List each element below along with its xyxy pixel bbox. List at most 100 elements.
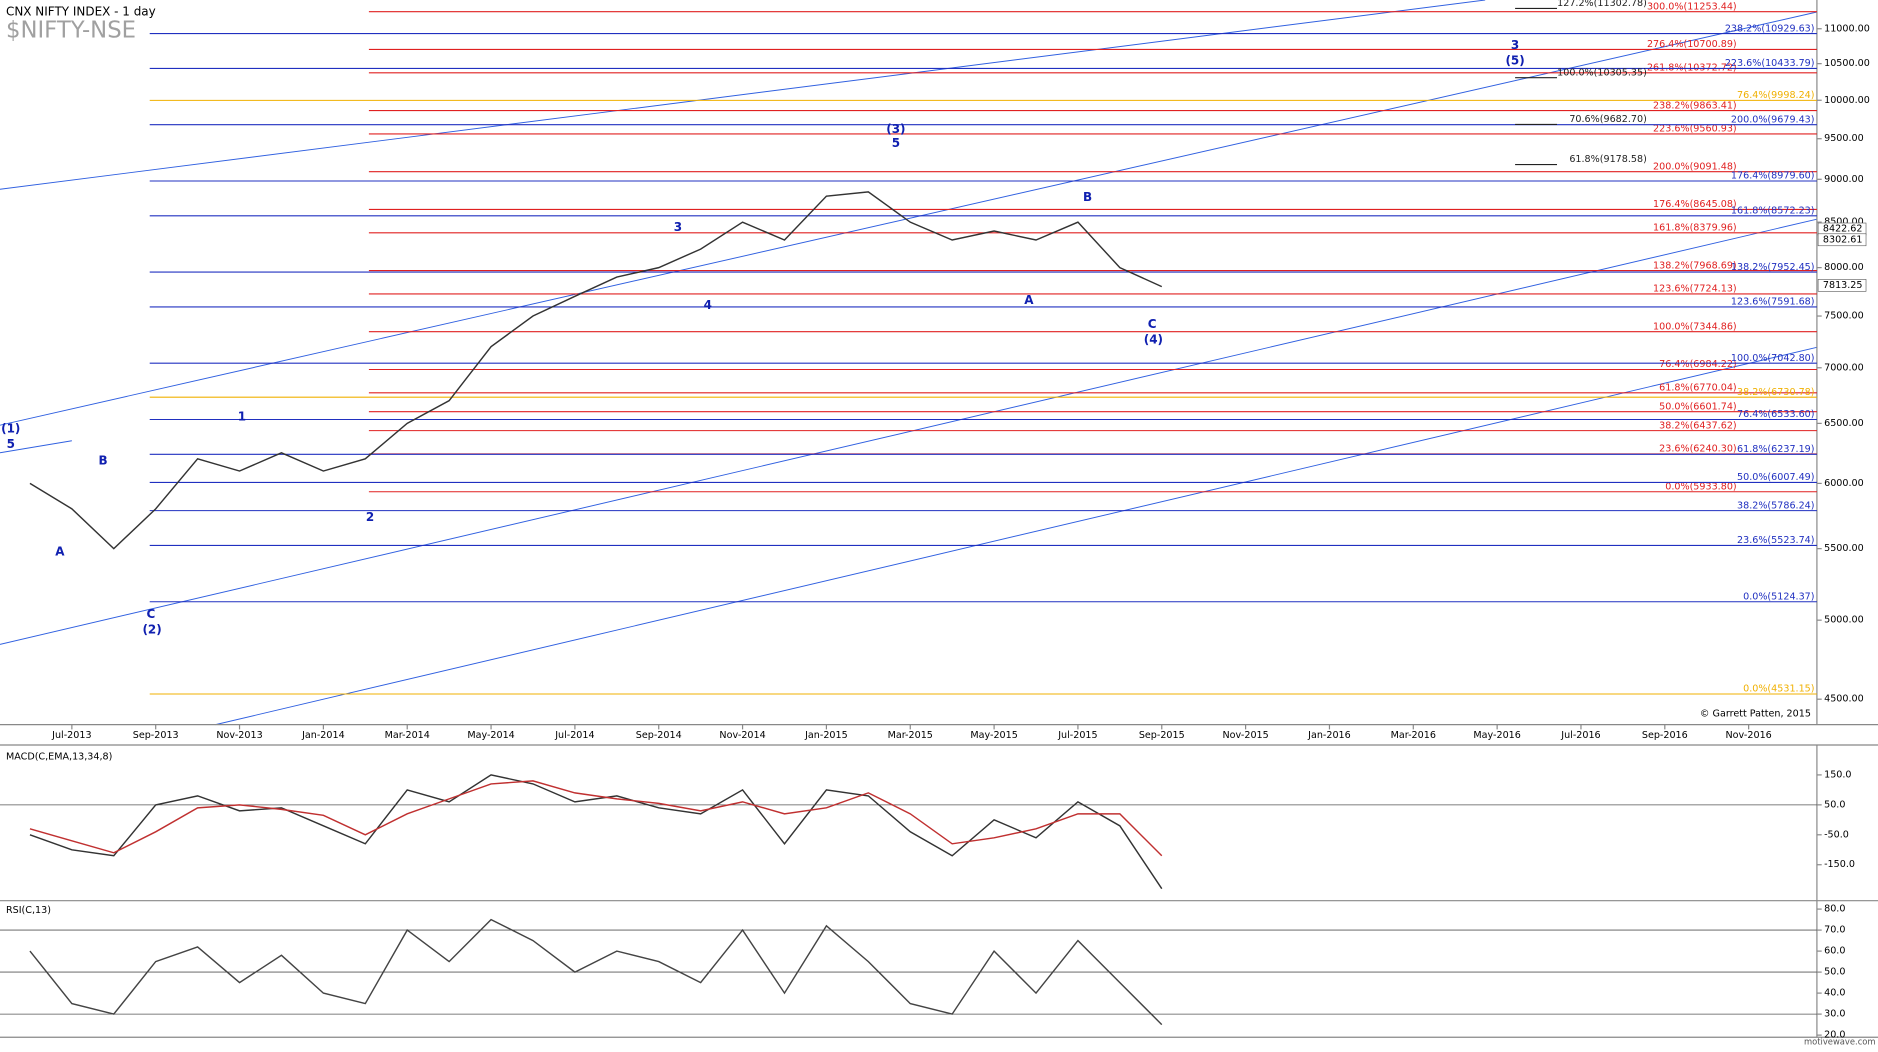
- x-tick-label: Nov-2015: [1222, 730, 1268, 741]
- y-tick-label: 10000.00: [1824, 95, 1870, 106]
- x-tick-label: Nov-2013: [216, 730, 262, 741]
- y-tick-label: 50.0: [1824, 967, 1845, 978]
- rsi-title: RSI(C,13): [6, 905, 51, 916]
- chart-subtitle: $NIFTY-NSE: [6, 18, 136, 44]
- level-label: 100.0%(10305.35): [1557, 67, 1647, 78]
- wave-label: B: [98, 454, 107, 468]
- level-label: 238.2%(9863.41): [1653, 100, 1737, 111]
- wave-label: 4: [704, 298, 712, 312]
- wave-label: A: [1024, 293, 1034, 307]
- x-tick-label: Nov-2016: [1726, 730, 1772, 741]
- level-label: 38.2%(6730.78): [1737, 387, 1815, 398]
- level-label: 176.4%(8645.08): [1653, 199, 1737, 210]
- x-tick-label: Jul-2015: [1057, 730, 1097, 741]
- wave-label: 1: [238, 409, 246, 423]
- x-tick-label: May-2016: [1473, 730, 1520, 741]
- wave-label: 3: [674, 220, 682, 234]
- y-tick-label: 6500.00: [1824, 418, 1864, 429]
- y-tick-label: 6000.00: [1824, 478, 1864, 489]
- x-tick-label: Jul-2014: [554, 730, 594, 741]
- level-label: 300.0%(11253.44): [1647, 1, 1737, 12]
- wave-label: A: [55, 545, 65, 559]
- x-tick-label: Mar-2016: [1391, 730, 1436, 741]
- wave-label: (2): [142, 622, 161, 636]
- level-label: 138.2%(7968.69): [1653, 260, 1737, 271]
- y-tick-label: -150.0: [1824, 859, 1855, 870]
- x-tick-label: Jan-2014: [301, 730, 345, 741]
- price-tag: [1817, 233, 1867, 247]
- level-label: 176.4%(8979.60): [1731, 171, 1815, 182]
- level-label: 0.0%(5933.80): [1665, 481, 1736, 492]
- wave-label: 2: [366, 510, 374, 524]
- y-tick-label: 30.0: [1824, 1009, 1845, 1020]
- level-label: 100.0%(7042.80): [1731, 353, 1815, 364]
- y-tick-label: -50.0: [1824, 829, 1849, 840]
- x-tick-label: May-2014: [467, 730, 514, 741]
- level-label: 76.4%(6533.60): [1737, 409, 1815, 420]
- x-tick-label: Sep-2015: [1139, 730, 1185, 741]
- y-tick-label: 7000.00: [1824, 362, 1864, 373]
- level-label: 123.6%(7724.13): [1653, 284, 1737, 295]
- level-label: 100.0%(7344.86): [1653, 321, 1737, 332]
- x-tick-label: May-2015: [970, 730, 1017, 741]
- x-tick-label: Sep-2013: [133, 730, 179, 741]
- y-tick-label: 60.0: [1824, 946, 1845, 957]
- wave-label: 3: [1511, 38, 1519, 52]
- level-label: 70.6%(9682.70): [1569, 114, 1647, 125]
- level-label: 50.0%(6601.74): [1659, 401, 1737, 412]
- level-label: 38.2%(6437.62): [1659, 420, 1737, 431]
- series-line: [29, 918, 1163, 1026]
- y-tick-label: 50.0: [1824, 799, 1845, 810]
- wave-label: (1): [1, 421, 20, 435]
- level-label: 138.2%(7952.45): [1731, 262, 1815, 273]
- y-tick-label: 20.0: [1824, 1030, 1845, 1041]
- credit: © Garrett Patten, 2015: [1700, 708, 1811, 719]
- level-label: 223.6%(9560.93): [1653, 124, 1737, 135]
- y-tick-label: 8500.00: [1824, 217, 1864, 228]
- level-label: 0.0%(5124.37): [1743, 591, 1814, 602]
- x-tick-label: Jul-2016: [1560, 730, 1600, 741]
- price-label: 8302.61: [1823, 234, 1863, 245]
- wave-label: B: [1083, 190, 1092, 204]
- y-tick-label: 5500.00: [1824, 543, 1864, 554]
- y-tick-label: 10500.00: [1824, 58, 1870, 69]
- y-tick-label: 150.0: [1824, 769, 1851, 780]
- level-label: 76.4%(6984.22): [1659, 359, 1737, 370]
- y-tick-label: 70.0: [1824, 925, 1845, 936]
- level-label: 276.4%(10700.89): [1647, 39, 1737, 50]
- x-tick-label: Sep-2014: [636, 730, 682, 741]
- trend-channels: [0, 0, 1818, 726]
- y-tick-label: 5000.00: [1824, 615, 1864, 626]
- chart-title: CNX NIFTY INDEX - 1 day: [6, 4, 156, 18]
- level-label: 238.2%(10929.63): [1725, 23, 1815, 34]
- level-label: 127.2%(11302.78): [1557, 0, 1647, 9]
- y-tick-label: 7500.00: [1824, 311, 1864, 322]
- macd-title: MACD(C,EMA,13,34,8): [6, 751, 112, 762]
- level-label: 123.6%(7591.68): [1731, 297, 1815, 308]
- price-label: 8422.62: [1823, 224, 1863, 235]
- y-tick-label: 11000.00: [1824, 23, 1870, 34]
- level-label: 200.0%(9091.48): [1653, 161, 1737, 172]
- x-tick-label: Nov-2014: [719, 730, 765, 741]
- y-tick-label: 8000.00: [1824, 262, 1864, 273]
- price-label: 7813.25: [1823, 280, 1863, 291]
- wave-label: (4): [1144, 333, 1163, 347]
- x-tick-label: Jan-2015: [804, 730, 848, 741]
- wave-label: 5: [7, 437, 15, 451]
- level-label: 50.0%(6007.49): [1737, 472, 1815, 483]
- x-tick-label: Jul-2013: [51, 730, 91, 741]
- level-label: 61.8%(6237.19): [1737, 444, 1815, 455]
- level-label: 161.8%(8572.23): [1731, 206, 1815, 217]
- x-tick-label: Jan-2016: [1307, 730, 1351, 741]
- footer: motivewave.com: [1804, 1037, 1876, 1047]
- y-tick-label: 9500.00: [1824, 133, 1864, 144]
- y-tick-label: 80.0: [1824, 904, 1845, 915]
- y-tick-label: 4500.00: [1824, 694, 1864, 705]
- series-line: [29, 780, 1163, 857]
- level-label: 76.4%(9998.24): [1737, 90, 1815, 101]
- wave-label: C: [1148, 317, 1157, 331]
- level-label: 200.0%(9679.43): [1731, 114, 1815, 125]
